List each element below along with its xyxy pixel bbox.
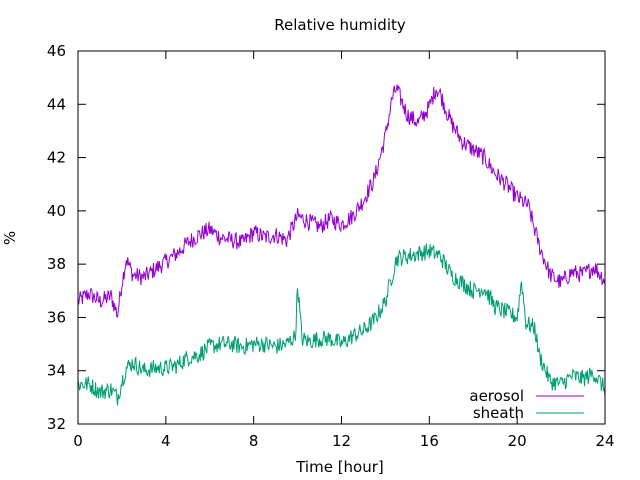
legend-label-aerosol: aerosol: [469, 387, 524, 405]
tick-layer: 0 4 8 12 16 20 24 32 34 36 38 40 42 44 46: [47, 42, 615, 450]
y-tick-label: 40: [47, 202, 66, 220]
series-layer: [77, 84, 606, 406]
x-tick-label: 4: [161, 432, 171, 450]
plot-frame: [77, 50, 606, 425]
y-tick-label: 32: [47, 415, 66, 433]
y-tick-label: 46: [47, 42, 66, 60]
x-tick-label: 16: [420, 432, 439, 450]
y-tick-label: 34: [47, 362, 66, 380]
chart-title: Relative humidity: [274, 16, 406, 34]
y-tick-label: 42: [47, 149, 66, 167]
y-axis-label: %: [1, 231, 19, 245]
x-tick-label: 8: [249, 432, 259, 450]
x-tick-label: 20: [508, 432, 527, 450]
y-tick-label: 38: [47, 255, 66, 273]
x-tick-label: 0: [73, 432, 83, 450]
legend-label-sheath: sheath: [473, 404, 524, 422]
x-tick-label: 24: [595, 432, 614, 450]
series-line-sheath: [77, 243, 606, 406]
x-axis-label: Time [hour]: [295, 458, 384, 476]
x-tick-label: 12: [332, 432, 351, 450]
series-line-aerosol: [77, 84, 606, 318]
y-tick-label: 36: [47, 308, 66, 326]
y-tick-label: 44: [47, 95, 66, 113]
